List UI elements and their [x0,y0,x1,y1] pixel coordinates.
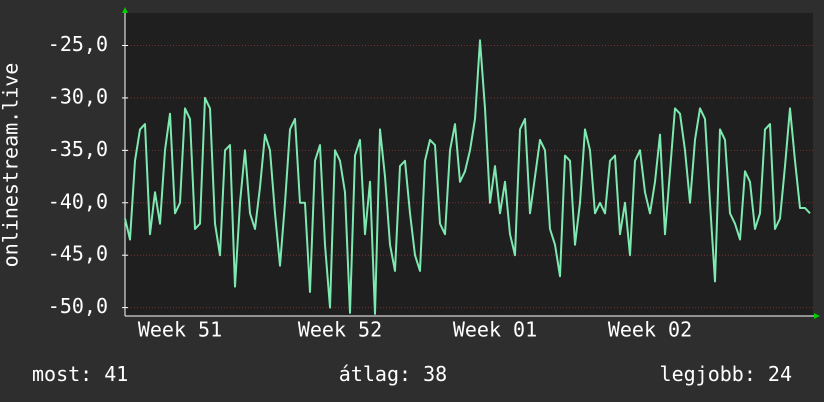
x-tick-label: Week 02 [608,318,692,342]
y-tick-label: -45,0 [48,242,108,266]
stat-label: most: [32,362,92,386]
stat-value: 38 [423,362,447,386]
x-tick-label: Week 01 [453,318,537,342]
data-line [124,39,811,315]
stat-label: legjobb: [660,362,756,386]
stat-value: 24 [768,362,792,386]
y-tick-label: -40,0 [48,189,108,213]
stat: legjobb: 24 [660,362,792,386]
y-axis-label: onlinestream.live [0,63,23,268]
stat: átlag: 38 [339,362,447,386]
stat-value: 41 [104,362,128,386]
y-tick-label: -30,0 [48,84,108,108]
axis-arrow [814,313,820,319]
y-tick-label: -25,0 [48,32,108,56]
axis-arrow [122,7,128,13]
x-tick-label: Week 51 [138,318,222,342]
y-tick-label: -50,0 [48,294,108,318]
stat: most: 41 [32,362,128,386]
y-tick-label: -35,0 [48,137,108,161]
stat-label: átlag: [339,362,411,386]
x-tick-label: Week 52 [298,318,382,342]
plot-area [125,13,813,316]
